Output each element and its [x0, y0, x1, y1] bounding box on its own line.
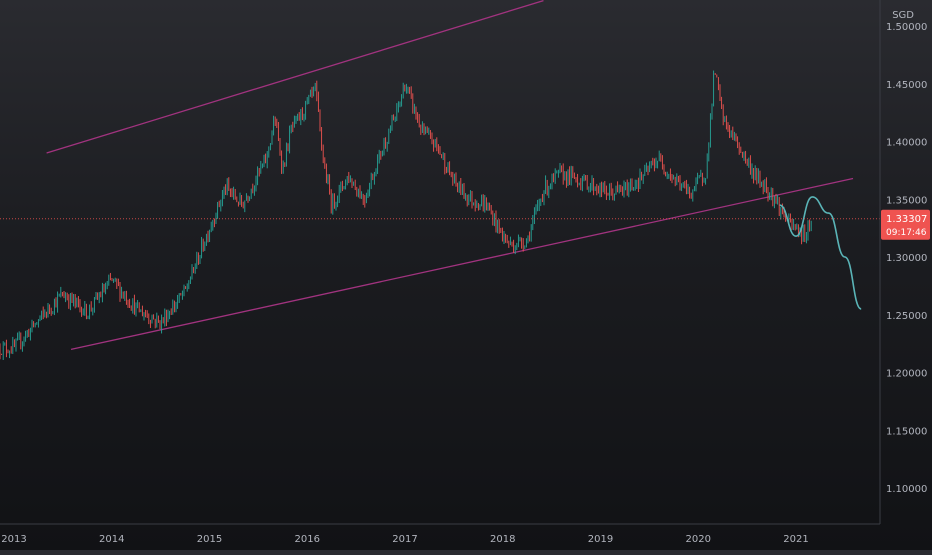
- y-axis[interactable]: SGD 1.10000 1.15000 1.20000 1.25000 1.30000 1…: [879, 0, 927, 524]
- current-price-countdown: 09:17:46: [886, 228, 927, 238]
- projection-path: [779, 196, 862, 310]
- current-price-value: 1.33307: [886, 214, 927, 225]
- projection-curve: [779, 196, 862, 310]
- x-tick-label: 2018: [490, 534, 515, 545]
- y-tick-label: 1.25000: [886, 311, 927, 322]
- x-tick-label: 2019: [588, 534, 613, 545]
- price-candles: [0, 70, 812, 360]
- y-tick-label: 1.50000: [886, 22, 927, 33]
- y-tick-label: 1.35000: [886, 195, 927, 206]
- x-axis[interactable]: 2013 2014 2015 2016 2017 2018 2019 2020 2021: [0, 523, 880, 545]
- y-tick-label: 1.10000: [886, 484, 927, 495]
- y-tick-label: 1.15000: [886, 426, 927, 437]
- x-tick-label: 2020: [686, 534, 711, 545]
- x-tick-label: 2015: [197, 534, 222, 545]
- trendlines[interactable]: [46, 0, 854, 351]
- currency-label: SGD: [892, 10, 914, 21]
- x-tick-label: 2021: [783, 534, 808, 545]
- lower-channel-line: [70, 177, 854, 351]
- upper-channel-line: [46, 0, 544, 154]
- x-tick-label: 2017: [392, 534, 417, 545]
- current-price-box: [881, 209, 930, 240]
- y-tick-label: 1.20000: [886, 369, 927, 380]
- x-tick-label: 2014: [99, 534, 124, 545]
- y-tick-label: 1.30000: [886, 253, 927, 264]
- x-tick-label: 2013: [1, 534, 26, 545]
- y-tick-label: 1.45000: [886, 80, 927, 91]
- current-price-tag: 1.33307 09:17:46: [881, 209, 930, 240]
- x-tick-label: 2016: [295, 534, 320, 545]
- y-tick-label: 1.40000: [886, 138, 927, 149]
